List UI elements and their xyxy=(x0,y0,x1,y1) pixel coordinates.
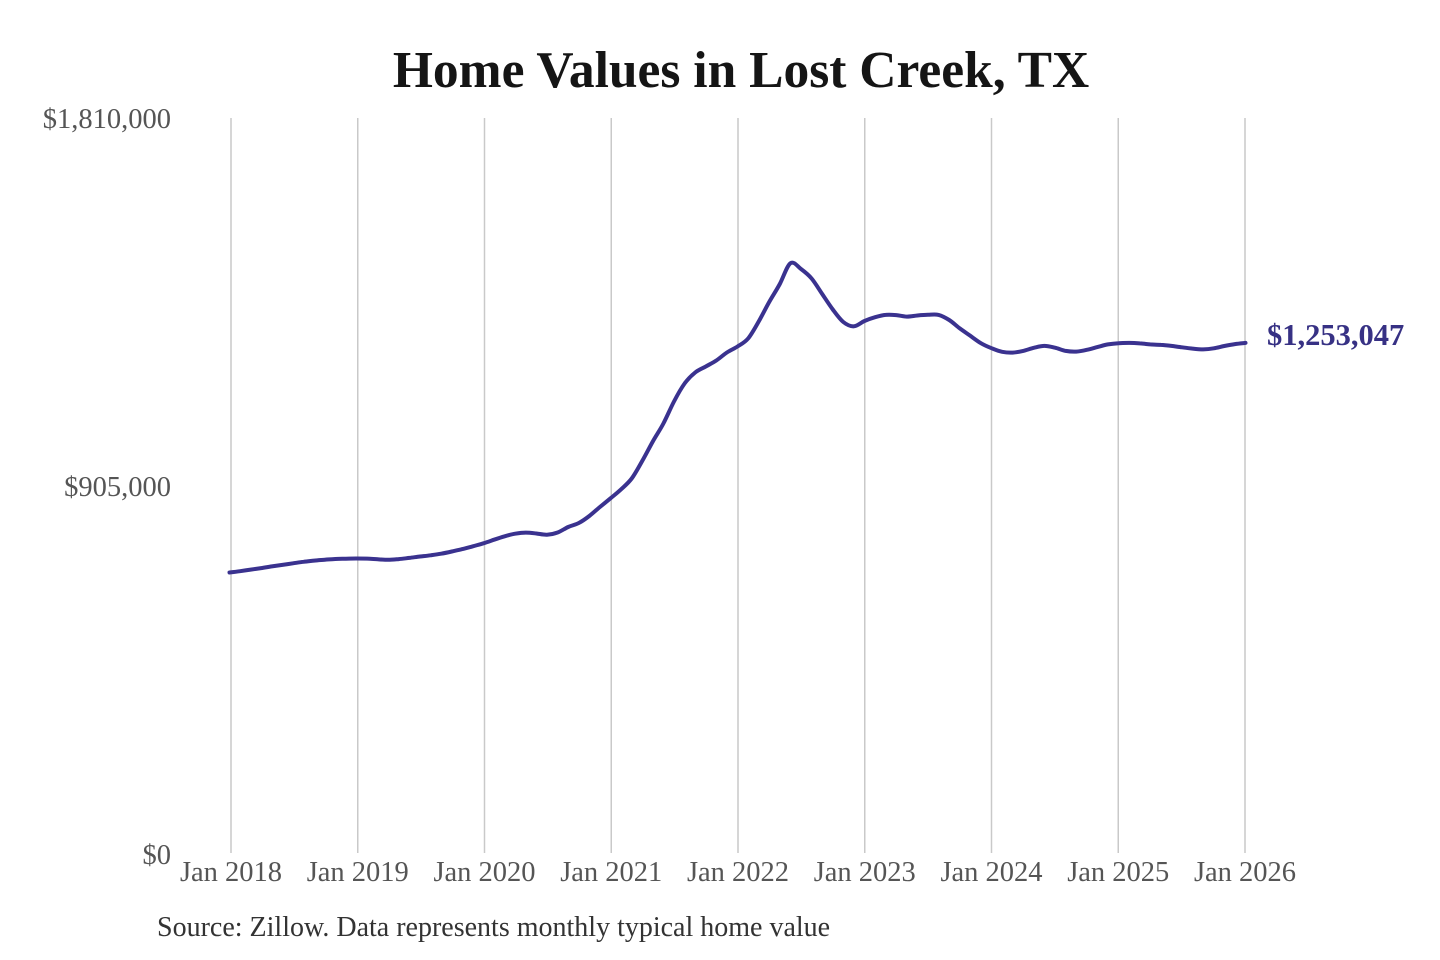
svg-text:Jan 2022: Jan 2022 xyxy=(687,857,789,888)
svg-text:Jan 2023: Jan 2023 xyxy=(814,857,916,888)
svg-text:$905,000: $905,000 xyxy=(64,472,171,503)
svg-text:Jan 2020: Jan 2020 xyxy=(433,857,535,888)
svg-text:Source: Zillow. Data represent: Source: Zillow. Data represents monthly … xyxy=(157,912,830,943)
svg-text:Jan 2026: Jan 2026 xyxy=(1194,857,1296,888)
svg-text:Home Values in Lost Creek, TX: Home Values in Lost Creek, TX xyxy=(393,42,1089,99)
svg-text:Jan 2021: Jan 2021 xyxy=(560,857,662,888)
svg-text:Jan 2018: Jan 2018 xyxy=(180,857,282,888)
svg-text:$1,253,047: $1,253,047 xyxy=(1267,318,1404,352)
svg-text:$0: $0 xyxy=(143,840,172,871)
svg-text:Jan 2019: Jan 2019 xyxy=(307,857,409,888)
svg-text:Jan 2024: Jan 2024 xyxy=(940,857,1042,888)
svg-text:$1,810,000: $1,810,000 xyxy=(43,104,171,135)
svg-text:Jan 2025: Jan 2025 xyxy=(1067,857,1169,888)
